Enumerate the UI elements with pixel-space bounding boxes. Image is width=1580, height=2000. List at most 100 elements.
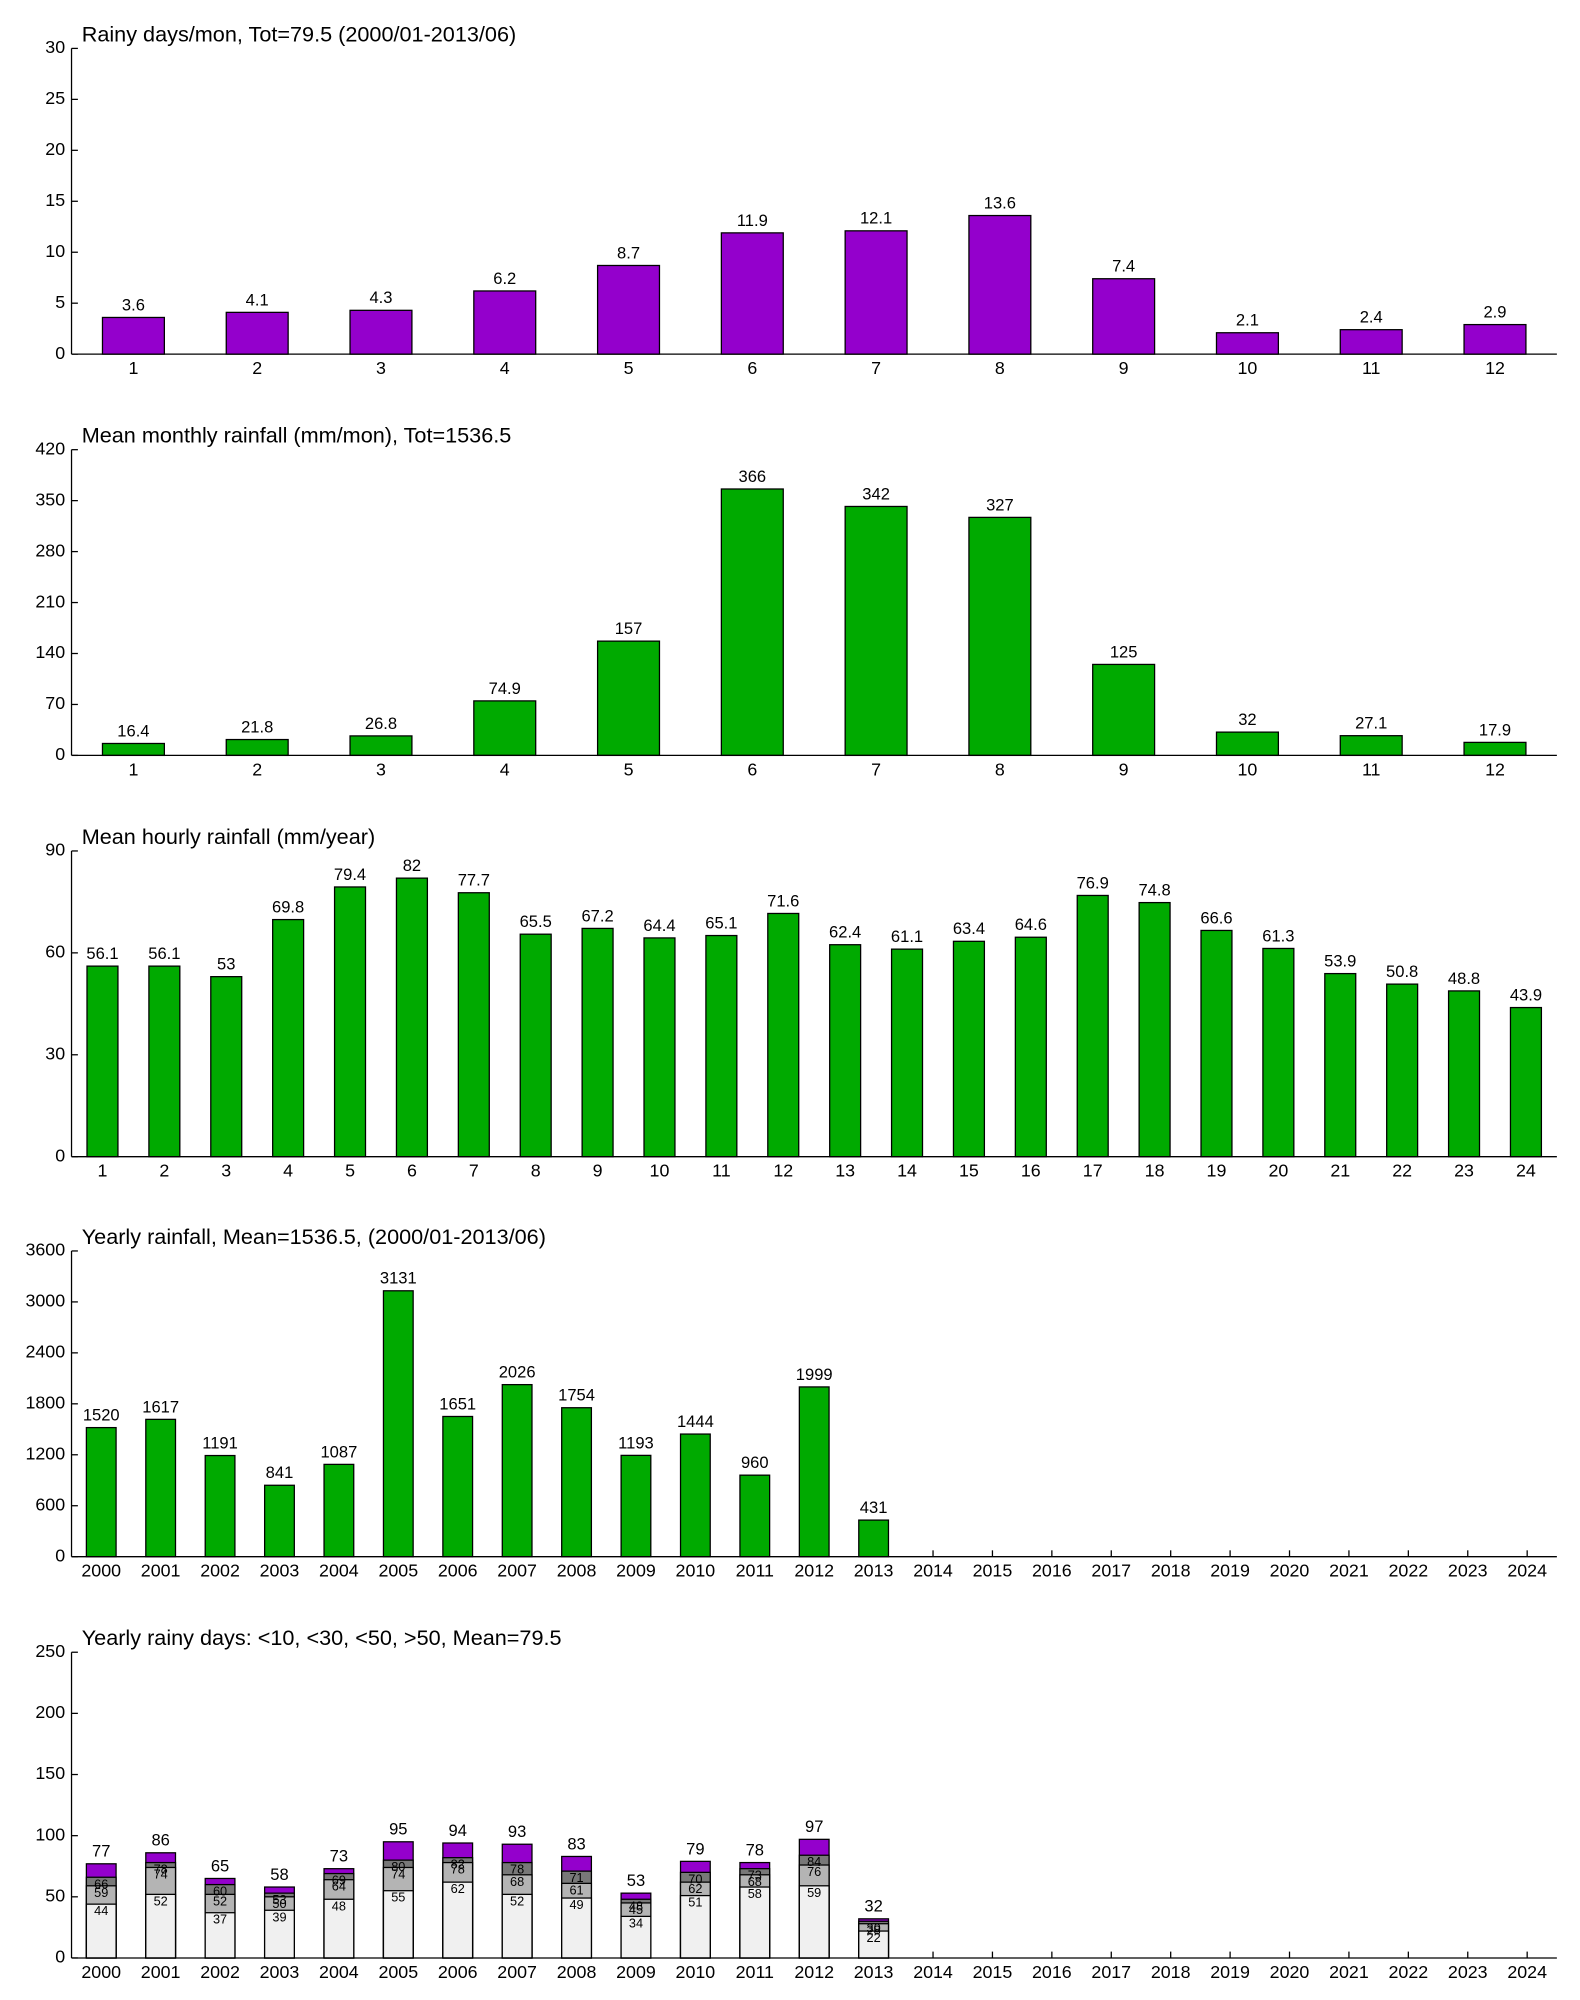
bar-segment [204,1912,236,1959]
segment-label: 45 [629,1902,643,1917]
segment-label: 61 [569,1882,583,1897]
x-tick-label: 8 [531,1161,541,1181]
value-label: 366 [739,467,767,486]
x-tick-label: 2024 [1507,1561,1547,1581]
value-label: 53 [627,1871,645,1890]
x-tick-label: 12 [773,1161,793,1181]
x-tick-label: 21 [1330,1161,1350,1181]
x-tick-label: 2004 [319,1962,359,1982]
segment-label: 73 [748,1868,762,1883]
chart-title: Rainy days/mon, Tot=79.5 (2000/01-2013/0… [82,21,517,46]
x-tick-label: 1 [98,1161,108,1181]
segment-label: 78 [510,1862,524,1877]
value-label: 2026 [499,1363,536,1382]
bar [1262,947,1295,1158]
x-tick-label: 2017 [1091,1561,1131,1581]
y-tick-label: 100 [35,1824,65,1844]
bar [145,1418,177,1558]
value-label: 32 [864,1897,882,1916]
x-tick-label: 2014 [913,1962,953,1982]
y-tick-label: 10 [45,241,65,261]
y-tick-label: 200 [35,1702,65,1722]
bar-segment [739,1886,771,1959]
value-label: 61.3 [1262,926,1294,945]
bar [968,214,1032,355]
bar [1014,936,1047,1158]
x-tick-label: 2007 [497,1962,537,1982]
bar [225,311,289,355]
segment-label: 48 [629,1898,643,1913]
bar [442,1415,474,1558]
segment-label: 68 [748,1874,762,1889]
value-label: 6.2 [493,269,516,288]
x-tick-label: 11 [1362,358,1381,378]
x-tick-label: 2002 [200,1962,240,1982]
value-label: 50.8 [1386,962,1418,981]
bar [1463,741,1527,757]
value-label: 65.1 [705,913,737,932]
segment-label: 60 [213,1884,227,1899]
x-tick-label: 2013 [854,1962,894,1982]
bar-segment [85,1903,117,1959]
segment-label: 48 [332,1898,346,1913]
bar [890,948,924,1158]
bar [596,640,661,757]
x-tick-label: 1 [128,358,138,378]
x-tick-label: 2022 [1389,1561,1429,1581]
value-label: 66.6 [1200,908,1232,927]
x-tick-label: 2018 [1151,1962,1191,1982]
y-tick-label: 30 [45,37,65,57]
y-tick-label: 0 [55,1947,65,1967]
x-tick-label: 3 [376,759,386,779]
bar-segment [323,1898,355,1959]
y-tick-label: 0 [55,1545,65,1565]
segment-label: 30 [867,1920,881,1935]
value-label: 56.1 [86,944,118,963]
x-tick-label: 2012 [794,1962,834,1982]
value-label: 65 [211,1856,229,1875]
x-tick-label: 9 [1119,358,1129,378]
value-label: 86 [151,1831,169,1850]
x-tick-label: 11 [1362,759,1381,779]
value-label: 58 [270,1865,288,1884]
y-tick-label: 30 [45,1043,65,1063]
value-label: 1651 [439,1394,476,1413]
x-tick-label: 2015 [973,1962,1013,1982]
bar [844,230,908,355]
bar [225,738,289,757]
value-label: 69.8 [272,897,304,916]
y-tick-label: 2400 [25,1342,65,1362]
y-tick-label: 280 [35,540,65,560]
segment-label: 58 [748,1886,762,1901]
value-label: 73 [330,1847,348,1866]
segment-label: 62 [451,1881,465,1896]
segment-label: 44 [94,1903,108,1918]
x-tick-label: 2014 [913,1561,953,1581]
x-tick-label: 2009 [616,1962,656,1982]
bar [519,933,552,1158]
bar [1076,894,1109,1158]
bar [86,965,119,1158]
x-tick-label: 2018 [1151,1561,1191,1581]
bar [148,965,181,1158]
y-tick-label: 3600 [25,1240,65,1260]
bar [395,877,429,1158]
y-tick-label: 60 [45,942,65,962]
x-tick-label: 5 [624,759,634,779]
x-tick-label: 2012 [794,1561,834,1581]
bar [1509,1006,1543,1158]
x-tick-label: 10 [1238,759,1258,779]
value-label: 1617 [142,1397,179,1416]
x-tick-label: 2016 [1032,1962,1072,1982]
bar [382,1290,414,1558]
y-tick-label: 1800 [25,1393,65,1413]
x-tick-label: 2019 [1210,1561,1250,1581]
x-tick-label: 17 [1083,1161,1103,1181]
segment-label: 62 [688,1881,702,1896]
bar [473,290,537,355]
x-tick-label: 2002 [200,1561,240,1581]
segment-label: 55 [391,1890,405,1905]
segment-label: 76 [807,1864,821,1879]
y-tick-label: 15 [45,190,65,210]
